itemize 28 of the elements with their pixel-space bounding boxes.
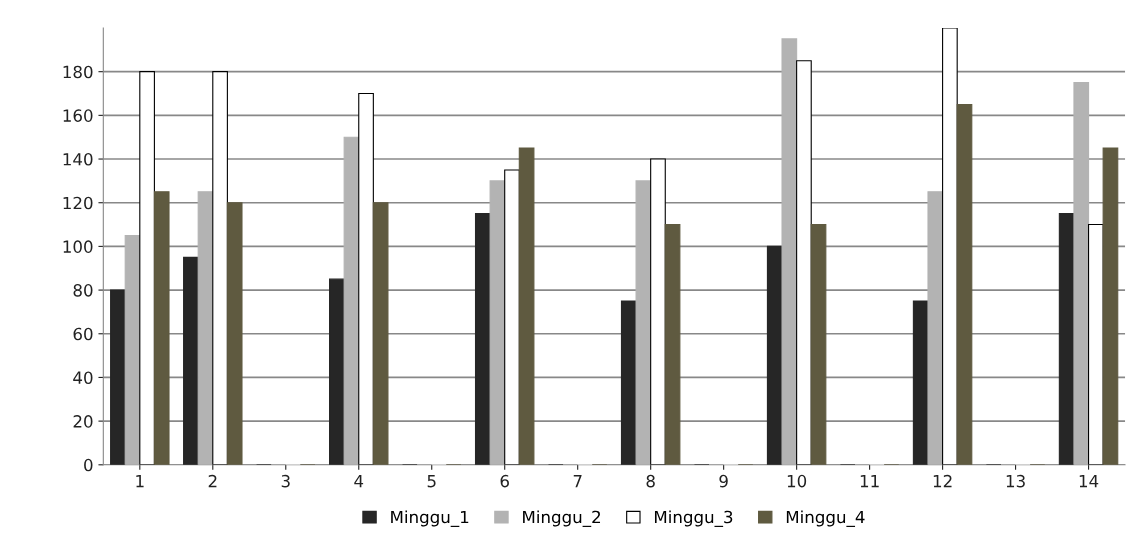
x-tick-label: 13 xyxy=(1006,474,1025,488)
y-tick-label: 60 xyxy=(73,327,93,341)
x-tick-label: 10 xyxy=(787,474,807,488)
x-tick-label: 14 xyxy=(1079,475,1099,488)
y-tick-label: 20 xyxy=(73,415,93,428)
legend-label: Minggu_2 xyxy=(523,510,601,527)
x-tick-label: 7 xyxy=(573,475,582,488)
y-tick-label: 80 xyxy=(73,284,93,297)
y-tick-label: 160 xyxy=(63,109,93,122)
x-tick-label: 2 xyxy=(208,474,217,488)
legend-label: Minggu_4 xyxy=(786,510,865,527)
y-tick-label: 140 xyxy=(63,153,93,166)
y-tick-label: 40 xyxy=(73,371,93,385)
y-tick-label: 0 xyxy=(84,458,93,472)
x-tick-label: 11 xyxy=(860,475,879,488)
y-tick-label: 180 xyxy=(63,65,93,79)
x-tick-label: 5 xyxy=(427,475,436,488)
y-tick-label: 100 xyxy=(63,240,93,253)
x-tick-label: 6 xyxy=(500,474,509,488)
legend-label: Minggu_3 xyxy=(654,510,733,527)
legend-label: Minggu_1 xyxy=(391,510,469,527)
x-tick-label: 1 xyxy=(136,475,144,488)
x-tick-label: 8 xyxy=(646,474,655,488)
y-tick-label: 120 xyxy=(63,196,93,210)
x-tick-label: 9 xyxy=(719,474,728,488)
x-tick-label: 3 xyxy=(281,474,290,488)
x-tick-label: 4 xyxy=(354,475,364,488)
x-tick-label: 12 xyxy=(933,474,952,488)
